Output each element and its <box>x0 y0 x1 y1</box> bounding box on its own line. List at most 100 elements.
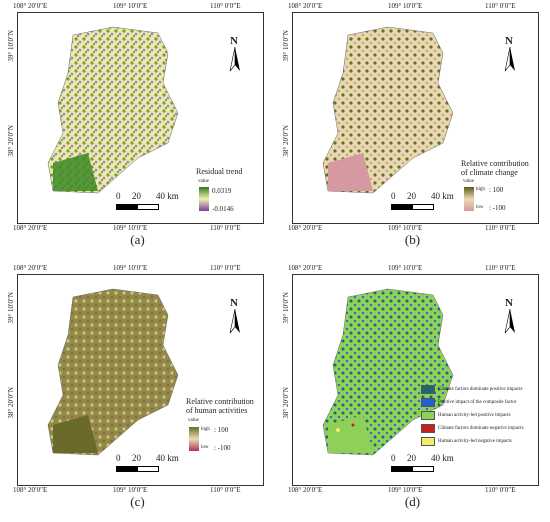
legend-swatch <box>421 398 435 407</box>
legend-swatch <box>421 437 435 446</box>
x-tick-left: 108° 20′0″E <box>13 2 48 10</box>
x-tick-mid: 109° 10′0″E <box>388 264 423 272</box>
x-tick-right: 110° 0′0″E <box>210 2 241 10</box>
legend-item: Human activity-led positive impacts <box>421 411 511 420</box>
region-map <box>47 288 179 456</box>
x-tick-left: 108° 20′0″E <box>288 2 323 10</box>
legend-title: Residual trend <box>196 167 243 176</box>
scale-end: 40 km <box>156 453 179 463</box>
scalebar-black <box>391 204 413 210</box>
y-tick-top: 39° 10′0″N <box>7 30 15 62</box>
north-arrow-icon <box>229 47 240 72</box>
legend-title-1: Relative contribution <box>461 159 529 168</box>
y-tick-bottom: 38° 20′0″N <box>7 125 15 157</box>
x-tick-mid-bottom: 109° 10′0″E <box>113 224 148 232</box>
legend-sub: value <box>188 418 199 423</box>
legend-sub: value <box>463 179 474 184</box>
region-map <box>47 26 179 194</box>
legend-item: Climate factors dominate negative impact… <box>421 424 524 433</box>
x-tick-right-bottom: 110° 0′0″E <box>485 486 516 494</box>
panel-d: 108° 20′0″E 109° 10′0″E 110° 0′0″E 108° … <box>280 262 545 512</box>
legend-low: -0.0146 <box>212 205 234 213</box>
panel-c: 108° 20′0″E 109° 10′0″E 110° 0′0″E 108° … <box>5 262 270 512</box>
x-tick-left-bottom: 108° 20′0″E <box>13 224 48 232</box>
legend-high-word: high <box>201 427 210 432</box>
legend-gradient <box>199 187 209 211</box>
caption: (d) <box>404 494 421 509</box>
x-tick-right: 110° 0′0″E <box>485 2 516 10</box>
x-tick-left-bottom: 108° 20′0″E <box>13 486 48 494</box>
legend-low-word: low <box>201 445 209 450</box>
caption: (a) <box>130 232 145 247</box>
north-arrow-icon <box>504 47 515 72</box>
legend-swatch <box>421 411 435 420</box>
y-tick-bottom: 38° 20′0″N <box>7 387 15 419</box>
scale-zero: 0 <box>391 191 396 201</box>
map-frame: N Relative contribution of human activit… <box>17 274 264 486</box>
north-arrow: N <box>229 35 242 73</box>
x-tick-left: 108° 20′0″E <box>13 264 48 272</box>
map-frame: N Residual trend value 0.0319 -0.0146 0 … <box>17 12 264 224</box>
x-tick-right-bottom: 110° 0′0″E <box>210 224 241 232</box>
legend-gradient <box>189 427 199 451</box>
x-tick-left-bottom: 108° 20′0″E <box>288 486 323 494</box>
y-tick-top: 39° 10′0″N <box>7 292 15 324</box>
scale-end: 40 km <box>431 453 454 463</box>
scalebar-black <box>391 466 413 472</box>
legend-high: 0.0319 <box>212 187 232 195</box>
scale-mid: 20 <box>407 191 416 201</box>
y-tick-top: 39° 10′0″N <box>282 292 290 324</box>
x-tick-right-bottom: 110° 0′0″E <box>485 224 516 232</box>
x-tick-left: 108° 20′0″E <box>288 264 323 272</box>
x-tick-right-bottom: 110° 0′0″E <box>210 486 241 494</box>
north-label: N <box>230 297 238 309</box>
legend-low: : -100 <box>489 204 506 212</box>
x-tick-mid: 109° 10′0″E <box>113 264 148 272</box>
legend-item: Positive impact of the composite factor <box>421 398 516 407</box>
legend-item: Human activity-led negative impacts <box>421 437 512 446</box>
north-label: N <box>505 35 513 47</box>
y-tick-bottom: 38° 20′0″N <box>282 125 290 157</box>
scale-zero: 0 <box>116 191 121 201</box>
legend-gradient <box>464 187 474 211</box>
scale-mid: 20 <box>407 453 416 463</box>
caption: (b) <box>404 232 421 247</box>
scale-zero: 0 <box>116 453 121 463</box>
panel-a: 108° 20′0″E 109° 10′0″E 110° 0′0″E 108° … <box>5 0 270 250</box>
map-frame: N Relative contribution of climate chang… <box>292 12 539 224</box>
legend-high: : 100 <box>489 186 504 194</box>
legend-swatch <box>421 424 435 433</box>
legend-label: Human activity-led positive impacts <box>438 413 511 418</box>
legend-high-word: high <box>476 187 485 192</box>
panel-b: 108° 20′0″E 109° 10′0″E 110° 0′0″E 108° … <box>280 0 545 250</box>
x-tick-right: 110° 0′0″E <box>210 264 241 272</box>
region-map <box>322 288 454 456</box>
legend-label: Climate factors dominate negative impact… <box>438 426 524 431</box>
scalebar-white <box>412 466 434 472</box>
legend-title-2: of human activities <box>186 406 248 415</box>
north-arrow-icon <box>504 309 515 334</box>
x-tick-mid-bottom: 109° 10′0″E <box>388 486 423 494</box>
scalebar-white <box>137 204 159 210</box>
scale-end: 40 km <box>431 191 454 201</box>
scale-zero: 0 <box>391 453 396 463</box>
x-tick-left-bottom: 108° 20′0″E <box>288 224 323 232</box>
scale-mid: 20 <box>132 453 141 463</box>
y-tick-top: 39° 10′0″N <box>282 30 290 62</box>
scale-end: 40 km <box>156 191 179 201</box>
legend-label: Positive impact of the composite factor <box>438 400 517 405</box>
scale-mid: 20 <box>132 191 141 201</box>
legend-title-1: Relative contribution <box>186 397 254 406</box>
caption: (c) <box>130 494 145 509</box>
north-label: N <box>505 297 513 309</box>
map-frame: N Climate factors dominate positive impa… <box>292 274 539 486</box>
legend-label: Climate factors dominate positive impact… <box>438 387 523 392</box>
x-tick-mid: 109° 10′0″E <box>388 2 423 10</box>
legend-label: Human activity-led negative impacts <box>438 439 512 444</box>
legend-swatch <box>421 385 435 394</box>
north-arrow-icon <box>229 309 240 334</box>
legend-low-word: low <box>476 205 484 210</box>
legend-low: : -100 <box>214 444 231 452</box>
north-arrow: N <box>229 297 242 335</box>
north-arrow: N <box>504 297 517 335</box>
